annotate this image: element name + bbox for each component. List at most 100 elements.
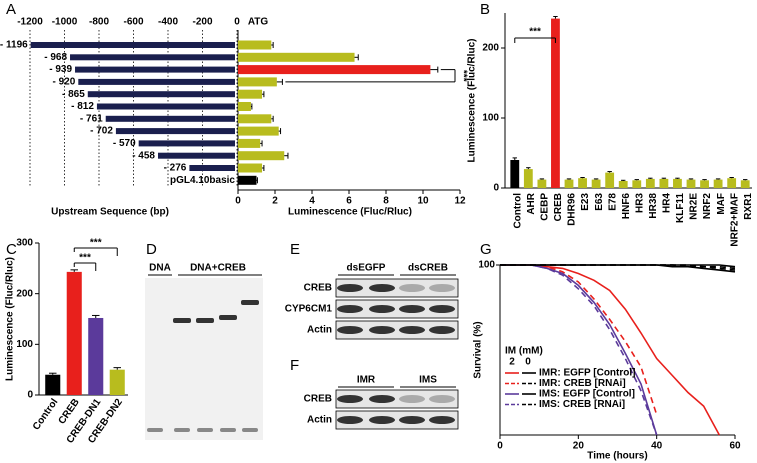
construct-bar	[189, 165, 235, 171]
x-tick-label: HR38	[648, 193, 659, 219]
x-tick-label: Control	[31, 397, 61, 433]
legend-label: IMS: EGFP [Control]	[539, 389, 635, 400]
gel-band	[147, 428, 163, 432]
construct-label: - 761	[80, 113, 103, 124]
construct-label: - 812	[71, 101, 94, 112]
bar	[238, 175, 257, 185]
row-label: CREB	[304, 394, 332, 405]
bar	[523, 169, 533, 188]
bar	[88, 317, 104, 395]
legend-column: 2	[509, 357, 515, 368]
group-label: IMR	[357, 375, 376, 386]
construct-label: - 702	[90, 126, 113, 137]
blot-strip	[335, 320, 459, 340]
significance: ***	[457, 70, 468, 82]
bar	[238, 163, 263, 173]
axis-title: Time (hours)	[587, 451, 647, 462]
blot-band	[369, 326, 395, 334]
gel-band	[174, 428, 190, 432]
x-tick-label: E23	[580, 193, 591, 211]
x-tick-label: DHR96	[567, 193, 578, 226]
blot-band	[429, 416, 455, 424]
bar	[238, 77, 277, 87]
bar	[700, 180, 709, 188]
bar	[564, 179, 574, 188]
gel-band	[241, 300, 259, 305]
significance: ***	[90, 238, 102, 249]
bar	[238, 126, 279, 136]
x-tick-label: RXR1	[743, 193, 754, 220]
lane-label: DNA	[149, 263, 171, 274]
panel-label: A	[6, 1, 16, 18]
construct-label: - 458	[132, 150, 155, 161]
bar	[740, 180, 750, 188]
bar	[618, 181, 628, 188]
survival-line	[500, 264, 658, 436]
bar	[238, 151, 285, 161]
bar	[632, 180, 642, 188]
bar	[659, 178, 669, 188]
construct-bar	[115, 128, 235, 135]
x-tick-label: -200	[192, 17, 212, 28]
bar	[713, 179, 723, 188]
survival-line	[500, 264, 736, 271]
x-tick-label: E78	[607, 193, 618, 211]
x-tick-label: HR3	[634, 193, 645, 213]
axis-title: Upstream Sequence (bp)	[51, 207, 169, 218]
group-label: IMS	[419, 375, 437, 386]
bar	[510, 160, 520, 188]
legend-label: IMS: CREB [RNAi]	[539, 399, 625, 410]
construct-label: - 865	[62, 89, 85, 100]
y-tick-label: 0	[493, 183, 499, 194]
x-tick-label: 10	[417, 196, 429, 207]
x-tick-label: AHR	[526, 192, 537, 214]
survival-line	[500, 264, 736, 270]
gel-band	[173, 318, 191, 323]
row-label: CYP6CM1	[285, 304, 333, 315]
construct-bar	[138, 140, 235, 147]
x-tick-label: 40	[651, 441, 663, 452]
x-tick-label: NR2E	[689, 193, 700, 220]
panel-label: D	[146, 241, 157, 258]
construct-label: - 1196	[0, 40, 28, 51]
x-tick-label: 60	[729, 441, 741, 452]
blot-band	[429, 395, 455, 403]
legend-label: IMR: EGFP [Control]	[539, 368, 635, 379]
blot-band	[399, 326, 425, 334]
bar	[591, 179, 601, 188]
x-tick-label: E63	[594, 193, 605, 211]
row-label: CREB	[304, 283, 332, 294]
bar	[66, 271, 82, 395]
x-tick-label: -1200	[17, 17, 43, 28]
gel-band	[220, 428, 236, 432]
x-tick-label: HR4	[662, 193, 673, 213]
bar	[238, 102, 251, 111]
construct-label: - 276	[164, 163, 187, 174]
blot-strip	[335, 410, 459, 430]
group-label: dsCREB	[408, 263, 448, 274]
gel-band	[196, 318, 214, 323]
bar	[537, 179, 547, 188]
construct-label: pGL4.10basic	[170, 175, 235, 186]
x-tick-label: -400	[158, 17, 178, 28]
group-label: dsEGFP	[347, 263, 386, 274]
gel-band	[197, 428, 213, 432]
x-tick-label: CREB	[553, 193, 564, 221]
legend-title: IM (mM)	[505, 346, 543, 357]
x-tick-label: NRF2+MAF	[729, 193, 740, 247]
bar	[673, 178, 682, 188]
bar	[238, 138, 261, 148]
bar	[578, 178, 587, 188]
blot-band	[429, 326, 455, 334]
blot-band	[399, 395, 425, 403]
x-tick-label: MAF	[716, 193, 727, 215]
blot-band	[337, 416, 363, 424]
bar	[45, 374, 61, 395]
y-tick-label: 0	[27, 390, 33, 401]
bar	[238, 89, 263, 99]
construct-bar	[30, 42, 235, 48]
panel-label: G	[480, 241, 492, 258]
significance: ***	[529, 27, 541, 38]
blot-strip	[335, 389, 459, 409]
